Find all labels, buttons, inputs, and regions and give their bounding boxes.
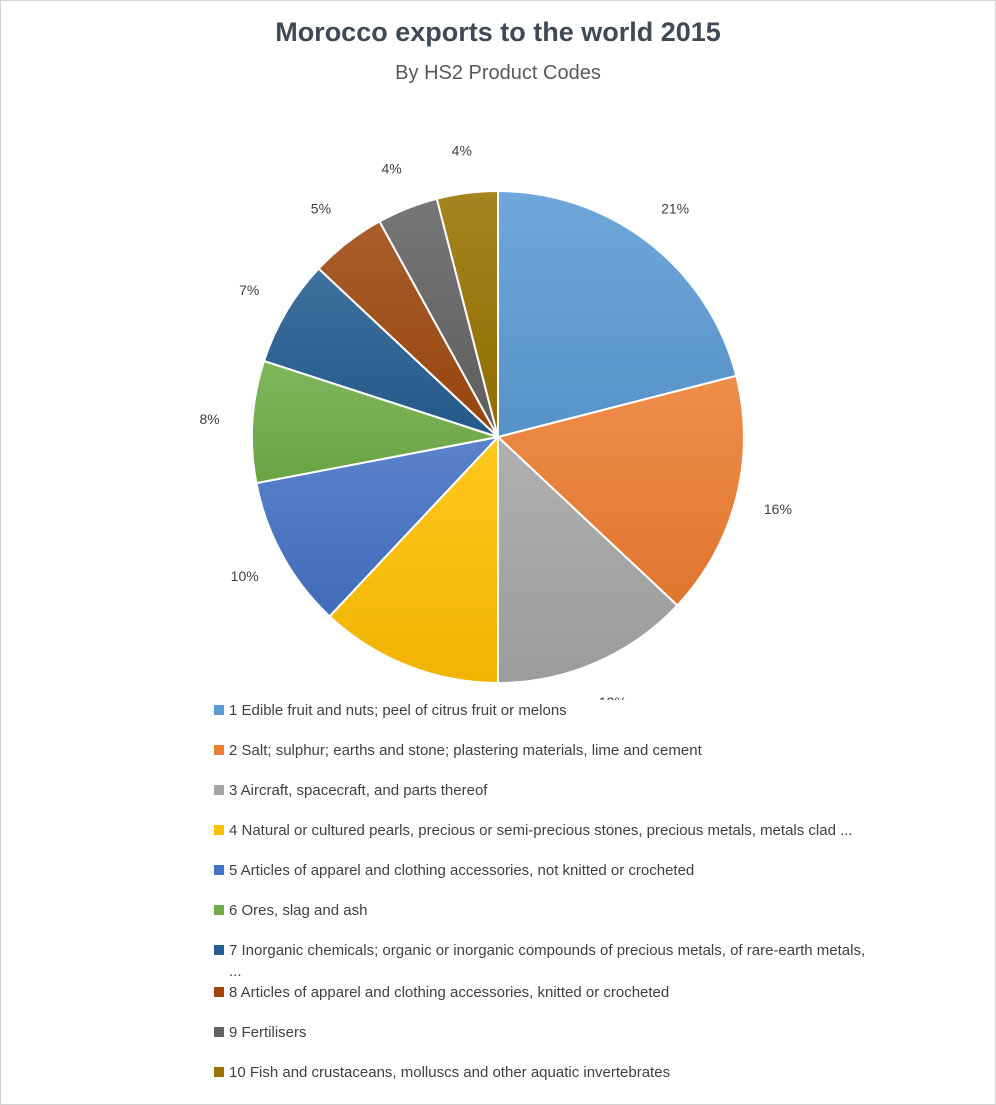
legend-item-10: 10 Fish and crustaceans, molluscs and ot… bbox=[214, 1062, 874, 1083]
legend-label-10: 10 Fish and crustaceans, molluscs and ot… bbox=[229, 1064, 671, 1081]
pie-slice-2 bbox=[495, 374, 745, 607]
legend-swatch-2 bbox=[214, 745, 224, 755]
legend-label-1: 1 Edible fruit and nuts; peel of citrus … bbox=[229, 702, 567, 719]
legend-label-9: 9 Fertilisers bbox=[229, 1024, 307, 1041]
pie-slice-4 bbox=[328, 434, 499, 685]
chart-title: Morocco exports to the world 2015 bbox=[275, 17, 721, 47]
legend-label-2: 2 Salt; sulphur; earths and stone; plast… bbox=[229, 742, 702, 759]
pie-slice-7 bbox=[262, 267, 499, 438]
legend-swatch-1 bbox=[214, 705, 224, 715]
data-label-5: 10% bbox=[231, 568, 259, 584]
data-label-8: 5% bbox=[311, 201, 331, 217]
chart-subtitle: By HS2 Product Codes bbox=[395, 62, 601, 84]
legend-item-2: 2 Salt; sulphur; earths and stone; plast… bbox=[214, 740, 874, 761]
data-label-9: 4% bbox=[381, 160, 401, 176]
legend-item-6: 6 Ores, slag and ash bbox=[214, 900, 874, 921]
pie-slice-3 bbox=[497, 434, 679, 685]
legend-item-9: 9 Fertilisers bbox=[214, 1022, 874, 1043]
legend-item-4: 4 Natural or cultured pearls, precious o… bbox=[214, 820, 874, 841]
legend-item-1: 1 Edible fruit and nuts; peel of citrus … bbox=[214, 700, 874, 721]
legend-item-8: 8 Articles of apparel and clothing acces… bbox=[214, 982, 874, 1003]
pie-slice-1 bbox=[497, 189, 738, 439]
data-label-10: 4% bbox=[452, 142, 472, 158]
legend-item-5: 5 Articles of apparel and clothing acces… bbox=[214, 860, 874, 881]
data-label-6: 8% bbox=[199, 411, 219, 427]
pie-slice-6 bbox=[251, 359, 499, 485]
legend-label-7: 7 Inorganic chemicals; organic or inorga… bbox=[229, 942, 866, 980]
data-label-1: 21% bbox=[661, 201, 689, 217]
pie-slices bbox=[251, 189, 745, 685]
legend-swatch-7 bbox=[214, 945, 224, 955]
legend-swatch-6 bbox=[214, 905, 224, 915]
legend-label-4: 4 Natural or cultured pearls, precious o… bbox=[229, 822, 853, 839]
legend-swatch-4 bbox=[214, 825, 224, 835]
pie-slice-5 bbox=[255, 435, 501, 618]
legend-label-3: 3 Aircraft, spacecraft, and parts thereo… bbox=[229, 782, 488, 799]
legend-label-8: 8 Articles of apparel and clothing acces… bbox=[229, 984, 670, 1001]
legend-item-3: 3 Aircraft, spacecraft, and parts thereo… bbox=[214, 780, 874, 801]
data-label-2: 16% bbox=[764, 501, 792, 517]
legend-swatch-9 bbox=[214, 1027, 224, 1037]
pie-chart: 21% 16% 13% 12% 10% 8% 7% 5% 4% 4% bbox=[199, 142, 791, 700]
legend-item-7: 7 Inorganic chemicals; organic or inorga… bbox=[214, 940, 874, 982]
legend-swatch-8 bbox=[214, 987, 224, 997]
legend-swatch-10 bbox=[214, 1067, 224, 1077]
data-label-7: 7% bbox=[239, 282, 259, 298]
legend-label-6: 6 Ores, slag and ash bbox=[229, 902, 368, 919]
pie-slice-10 bbox=[435, 189, 499, 438]
legend-swatch-5 bbox=[214, 865, 224, 875]
pie-data-labels: 21% 16% 13% 12% 10% 8% 7% 5% 4% 4% bbox=[199, 142, 791, 700]
data-label-4: 12% bbox=[378, 698, 406, 700]
legend-swatch-3 bbox=[214, 785, 224, 795]
data-label-3: 13% bbox=[599, 694, 627, 700]
legend-label-5: 5 Articles of apparel and clothing acces… bbox=[229, 862, 695, 879]
